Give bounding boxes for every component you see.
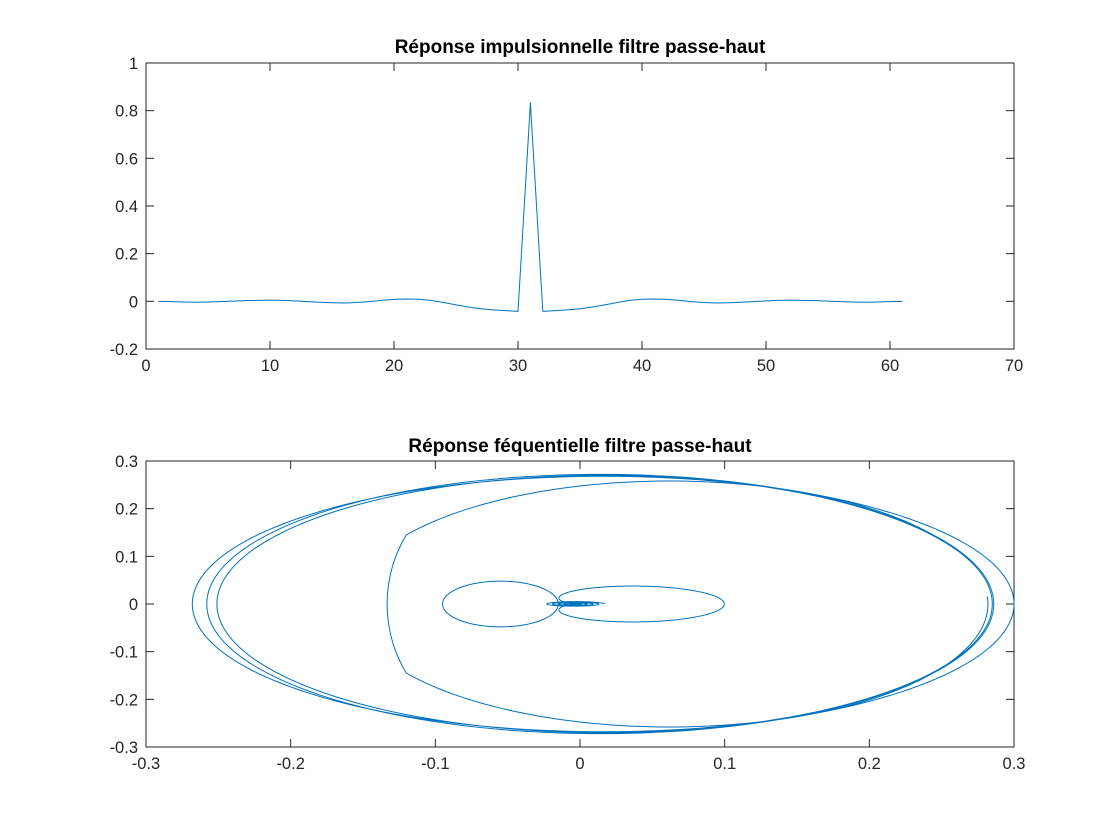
- y-tick-label: -0.3: [110, 739, 138, 757]
- x-tick-label: 0: [575, 755, 584, 773]
- y-tick-label: -0.2: [110, 341, 138, 359]
- x-tick-label: 10: [261, 357, 279, 375]
- y-tick-label: 0: [129, 596, 138, 614]
- y-tick-label: 0.2: [115, 246, 138, 264]
- y-tick-label: 0.3: [115, 453, 138, 471]
- y-tick-label: 0.4: [115, 198, 138, 216]
- x-tick-label: -0.3: [132, 755, 160, 773]
- axes-box: [145, 62, 1015, 350]
- y-tick-label: 0.2: [115, 501, 138, 519]
- x-tick-label: 30: [509, 357, 527, 375]
- y-tick-label: 0.1: [115, 548, 138, 566]
- tick-group: 0 10 20 30 40 50 60 70-0.200.20.40.60.81: [110, 55, 1024, 375]
- y-tick-label: -0.2: [110, 691, 138, 709]
- x-tick-label: 60: [881, 357, 899, 375]
- y-tick-label: 0: [129, 293, 138, 311]
- axes-impulse-response: Réponse impulsionnelle filtre passe-haut…: [110, 37, 1024, 375]
- y-tick-label: 0.8: [115, 103, 138, 121]
- chart-title: Réponse impulsionnelle filtre passe-haut: [395, 37, 766, 58]
- x-tick-label: 20: [385, 357, 403, 375]
- chart-title: Réponse féquentielle filtre passe-haut: [408, 436, 752, 457]
- x-tick-label: 70: [1005, 357, 1023, 375]
- x-tick-label: 40: [633, 357, 651, 375]
- x-tick-label: 0: [141, 357, 150, 375]
- x-tick-label: 0.1: [713, 755, 736, 773]
- x-tick-label: 50: [757, 357, 775, 375]
- tick-group: -0.3 -0.2 -0.1 0 0.1 0.2 0.3 -0.3 -0.2 -0.1 0 0.1 0.…: [110, 453, 1026, 773]
- y-tick-label: 0.6: [115, 150, 138, 168]
- x-tick-label: -0.1: [421, 755, 449, 773]
- x-tick-label: 0.2: [858, 755, 881, 773]
- y-tick-label: -0.1: [110, 644, 138, 662]
- series-line-impulse: [158, 102, 903, 312]
- x-tick-label: 0.3: [1003, 755, 1026, 773]
- series-line-frequency: [191, 473, 1015, 735]
- x-tick-label: -0.2: [276, 755, 304, 773]
- axes-frequency-response: Réponse féquentielle filtre passe-haut -…: [110, 436, 1026, 773]
- y-tick-label: 1: [129, 55, 138, 73]
